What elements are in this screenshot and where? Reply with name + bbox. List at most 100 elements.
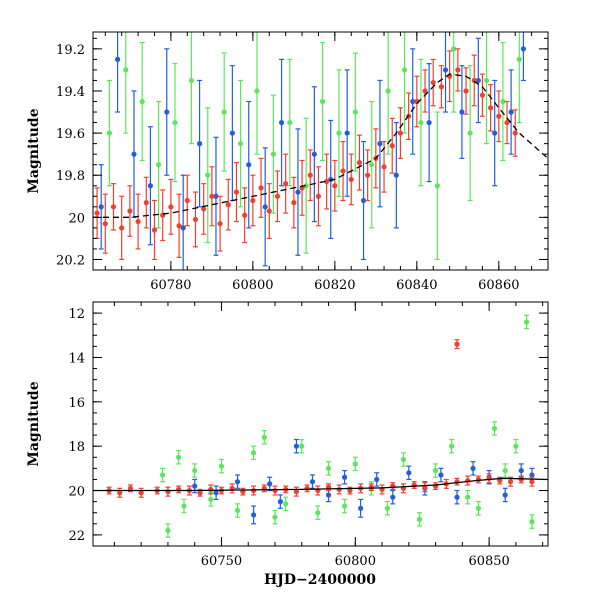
top-green-point: [172, 119, 178, 126]
top-panel: 60780 60800 60820 60840 60860 19.2 19.4 19.6 19.…: [26, 31, 549, 293]
top-green-point: [500, 98, 506, 105]
top-red-point: [192, 216, 199, 223]
top-red-point: [102, 221, 108, 227]
bottom-y-tick-label: 18: [68, 440, 85, 455]
top-y-tick-label: 19.2: [56, 43, 85, 58]
bottom-green-point: [432, 467, 439, 474]
top-green-point: [385, 88, 391, 94]
bottom-x-tick-label: 60800: [335, 554, 376, 569]
top-blue-point: [508, 109, 514, 115]
top-blue-point: [262, 204, 268, 210]
top-red-point: [348, 176, 354, 183]
top-blue-point: [344, 130, 350, 136]
top-blue-point: [520, 46, 527, 52]
bottom-green-point: [261, 434, 267, 440]
top-blue-point: [410, 98, 416, 105]
bottom-blue-point: [518, 467, 524, 474]
top-green-point: [188, 77, 194, 84]
top-blue-point: [196, 141, 203, 147]
top-green-point: [451, 46, 457, 52]
top-green-point: [155, 162, 162, 168]
top-red-point: [496, 113, 502, 119]
bottom-green-point: [165, 527, 171, 534]
top-blue-point: [229, 130, 235, 136]
bottom-series-green: [159, 314, 535, 538]
bottom-blue-point: [213, 490, 219, 496]
top-blue-point: [426, 119, 432, 126]
top-green-point: [221, 109, 227, 115]
bottom-y-tick-label: 12: [68, 307, 85, 322]
bottom-panel: 60750 60800 60850 12 14 16 18 20 22 Magnitude HJ…: [26, 301, 549, 588]
top-y-tick-label: 19.6: [56, 127, 85, 142]
bottom-green-point: [176, 454, 182, 460]
bottom-green-point: [416, 516, 423, 522]
top-y-tick-label: 20: [68, 211, 85, 226]
bottom-series-blue: [192, 438, 535, 525]
bottom-series-red: [106, 339, 535, 498]
bottom-blue-point: [267, 481, 273, 487]
bottom-green-point: [513, 443, 519, 449]
top-red-point: [430, 79, 436, 86]
top-red-point: [422, 88, 428, 94]
bottom-green-point: [523, 319, 530, 325]
bottom-green-point: [475, 505, 482, 511]
top-red-point: [488, 105, 494, 111]
top-series-green: [106, 32, 522, 261]
top-red-point: [324, 178, 330, 185]
bottom-red-point: [127, 485, 134, 491]
bottom-red-point: [529, 479, 535, 485]
top-red-point: [356, 159, 363, 166]
bottom-blue-point: [341, 474, 348, 480]
bottom-blue-point: [438, 472, 444, 478]
top-red-point: [127, 208, 133, 214]
bottom-red-point: [465, 477, 471, 484]
top-red-point: [184, 197, 190, 204]
top-green-point: [483, 77, 490, 84]
bottom-red-point: [507, 479, 514, 485]
bottom-red-point: [272, 487, 278, 494]
top-red-point: [283, 181, 289, 187]
bottom-green-point: [272, 514, 278, 520]
top-blue-point: [98, 204, 104, 210]
bottom-blue-point: [406, 470, 412, 476]
bottom-green-point: [218, 463, 225, 469]
top-red-point: [94, 210, 100, 216]
bottom-axis-ticks: 60750 60800 60850 12 14 16 18 20 22: [68, 301, 548, 569]
bottom-blue-point: [192, 483, 198, 489]
bottom-blue-point: [293, 443, 300, 449]
top-red-point: [389, 143, 395, 149]
top-blue-point: [147, 183, 153, 189]
top-y-tick-label: 19.8: [56, 169, 85, 184]
top-blue-point: [295, 189, 301, 195]
top-red-point: [233, 189, 240, 195]
top-green-point: [434, 183, 440, 189]
bottom-data-layer: [93, 314, 548, 538]
top-red-point: [242, 212, 248, 218]
bottom-red-point: [475, 476, 482, 483]
bottom-red-point: [176, 486, 182, 493]
top-x-tick-label: 60780: [150, 278, 191, 293]
bottom-green-point: [181, 503, 187, 509]
top-red-point: [340, 168, 346, 174]
bottom-blue-point: [277, 499, 283, 505]
top-green-point: [139, 98, 145, 105]
top-red-point: [512, 130, 518, 136]
top-red-point: [225, 202, 231, 208]
bottom-green-point: [208, 496, 214, 503]
top-red-point: [176, 223, 182, 229]
top-plot-frame: [92, 31, 549, 271]
top-green-point: [270, 151, 276, 157]
bottom-green-point: [192, 467, 198, 474]
bottom-green-point: [400, 456, 407, 463]
bottom-green-point: [234, 507, 241, 514]
top-red-point: [504, 119, 510, 126]
bottom-y-tick-label: 20: [68, 485, 85, 500]
top-plot-marks: [93, 32, 548, 270]
bottom-x-axis-label: HJD−2400000: [264, 572, 376, 588]
top-green-point: [287, 119, 293, 126]
top-red-point: [332, 183, 338, 189]
bottom-red-point: [117, 490, 123, 496]
bottom-blue-point: [454, 494, 460, 500]
bottom-blue-point: [470, 465, 476, 471]
top-x-tick-label: 60840: [396, 278, 437, 293]
